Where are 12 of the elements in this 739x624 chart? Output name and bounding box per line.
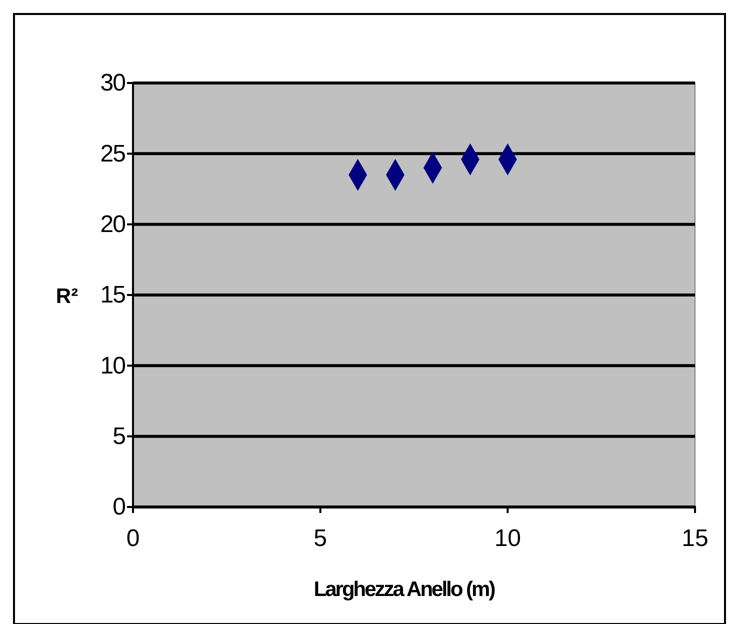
x-tick-label: 15 bbox=[682, 525, 708, 552]
x-axis-title: Larghezza Anello (m) bbox=[314, 578, 495, 601]
y-tick-label: 5 bbox=[112, 423, 126, 450]
y-axis-title: R² bbox=[56, 285, 78, 308]
y-tick-label: 20 bbox=[100, 211, 126, 238]
x-tick-label: 10 bbox=[494, 525, 522, 552]
y-tick-label: 25 bbox=[100, 140, 126, 168]
y-tick-label: 10 bbox=[100, 352, 126, 380]
y-tick-label: 15 bbox=[100, 282, 126, 309]
y-tick-label: 0 bbox=[112, 494, 126, 521]
y-tick-label: 30 bbox=[100, 70, 126, 97]
x-tick-label: 5 bbox=[314, 525, 328, 552]
